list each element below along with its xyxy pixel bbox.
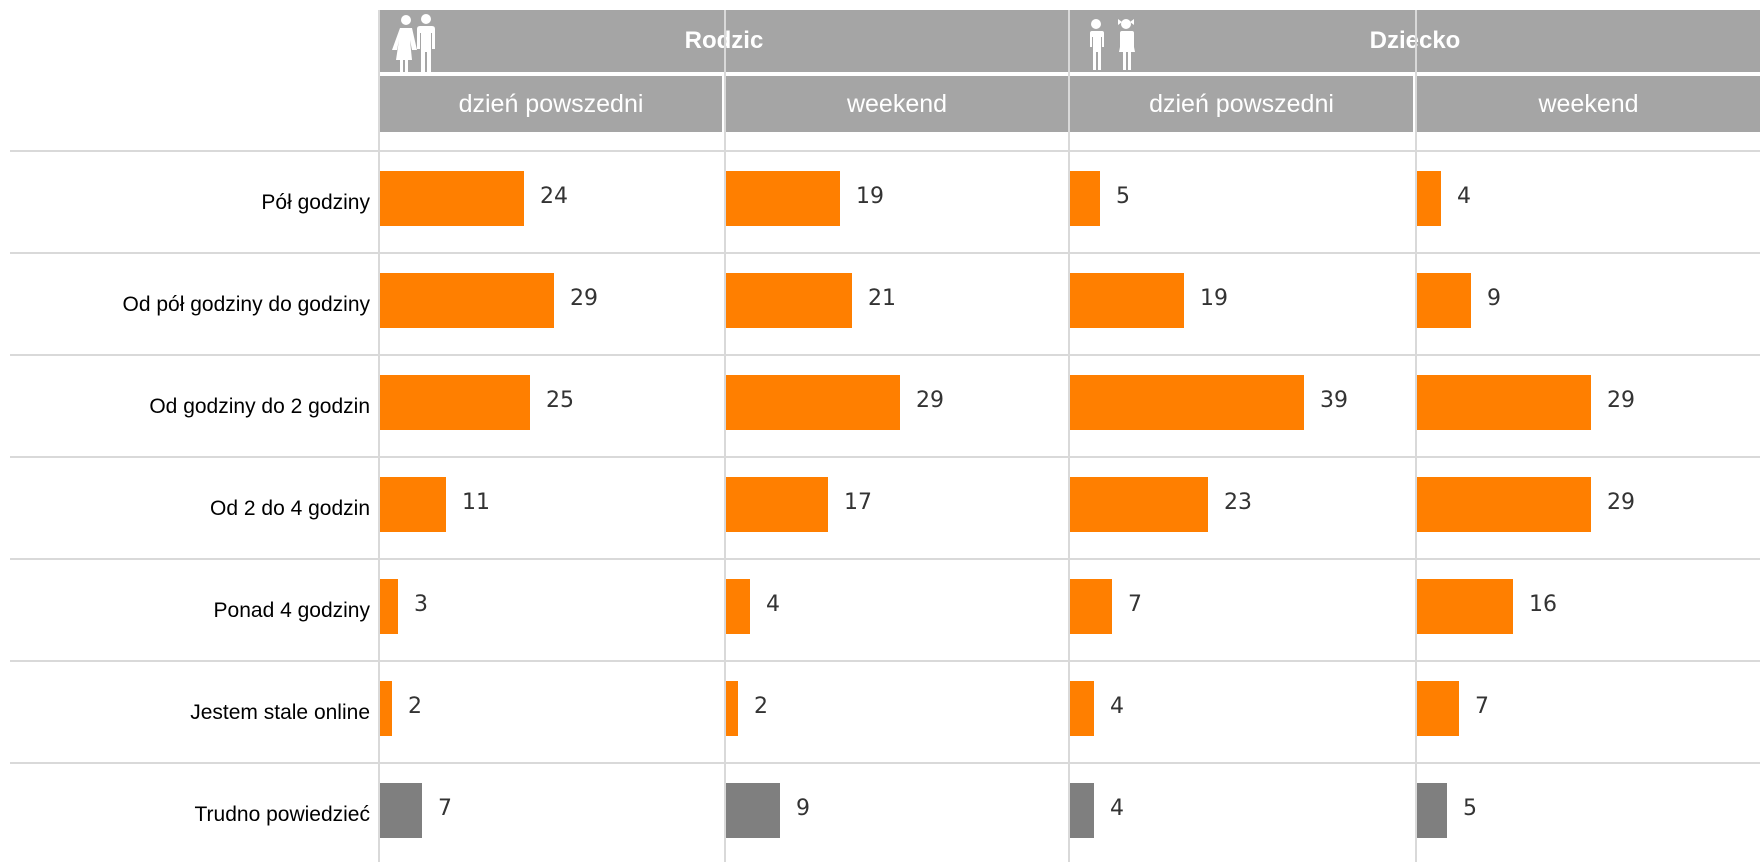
category-label: Trudno powiedzieć: [194, 803, 371, 826]
bar: [726, 477, 828, 532]
category-label: Pół godziny: [261, 191, 370, 214]
data-label: 29: [916, 388, 944, 413]
bar: [380, 171, 524, 226]
row-gridline: [10, 456, 1760, 458]
data-label: 11: [462, 490, 490, 515]
data-label: 19: [856, 184, 884, 209]
data-label: 7: [438, 796, 452, 821]
data-label: 24: [540, 184, 568, 209]
bar: [1417, 171, 1441, 226]
row-gridline: [10, 558, 1760, 560]
data-label: 21: [868, 286, 896, 311]
bar: [1070, 783, 1094, 838]
bar: [380, 783, 422, 838]
column-separator: [1068, 10, 1070, 862]
bar: [726, 171, 840, 226]
bar: [1417, 273, 1471, 328]
parents-couple-icon: [392, 14, 435, 76]
subheader-dziecko-weekday: dzień powszedni: [1070, 76, 1413, 132]
category-label: Ponad 4 godziny: [213, 599, 370, 622]
data-label: 7: [1128, 592, 1142, 617]
group-title-dziecko: Dziecko: [1070, 10, 1760, 72]
data-label: 7: [1475, 694, 1489, 719]
category-label: Jestem stale online: [190, 701, 370, 724]
column-separator: [378, 10, 380, 862]
data-label: 25: [546, 388, 574, 413]
data-label: 2: [754, 694, 768, 719]
data-label: 23: [1224, 490, 1252, 515]
bar: [1417, 477, 1591, 532]
bar: [726, 783, 780, 838]
column-separator: [724, 10, 726, 862]
subheader-rodzic-weekday: dzień powszedni: [380, 76, 722, 132]
bar: [1417, 783, 1447, 838]
bar: [1070, 579, 1112, 634]
bar: [1070, 375, 1304, 430]
data-label: 5: [1463, 796, 1477, 821]
bar: [726, 375, 900, 430]
data-label: 4: [1110, 694, 1124, 719]
bar: [1070, 273, 1184, 328]
bar: [1417, 375, 1591, 430]
data-label: 9: [796, 796, 810, 821]
bar: [1070, 171, 1100, 226]
bar: [1070, 681, 1094, 736]
data-label: 4: [1110, 796, 1124, 821]
bar: [380, 375, 530, 430]
bar: [1417, 681, 1459, 736]
bar: [1417, 579, 1513, 634]
data-label: 29: [1607, 490, 1635, 515]
data-label: 19: [1200, 286, 1228, 311]
subheader-dziecko-weekend: weekend: [1417, 76, 1760, 132]
data-label: 39: [1320, 388, 1348, 413]
category-label: Od pół godziny do godziny: [122, 293, 371, 316]
data-label: 2: [408, 694, 422, 719]
data-label: 4: [766, 592, 780, 617]
row-gridline: [10, 354, 1760, 356]
bar: [726, 681, 738, 736]
data-label: 5: [1116, 184, 1130, 209]
data-label: 3: [414, 592, 428, 617]
row-gridline: [10, 252, 1760, 254]
row-gridline: [10, 762, 1760, 764]
column-separator: [1415, 10, 1417, 862]
category-label: Od godziny do 2 godzin: [149, 395, 370, 418]
data-label: 9: [1487, 286, 1501, 311]
row-gridline: [10, 150, 1760, 152]
group-title-rodzic: Rodzic: [380, 10, 1068, 72]
subheader-rodzic-weekend: weekend: [726, 76, 1068, 132]
bar: [380, 681, 392, 736]
bar: [380, 477, 446, 532]
bar: [726, 273, 852, 328]
data-label: 17: [844, 490, 872, 515]
data-label: 4: [1457, 184, 1471, 209]
bar: [380, 579, 398, 634]
row-gridline: [10, 660, 1760, 662]
category-label: Od 2 do 4 godzin: [210, 497, 370, 520]
data-label: 16: [1529, 592, 1557, 617]
bar: [380, 273, 554, 328]
data-label: 29: [1607, 388, 1635, 413]
children-boy-girl-icon: [1090, 19, 1135, 70]
bar: [1070, 477, 1208, 532]
data-label: 29: [570, 286, 598, 311]
bar: [726, 579, 750, 634]
